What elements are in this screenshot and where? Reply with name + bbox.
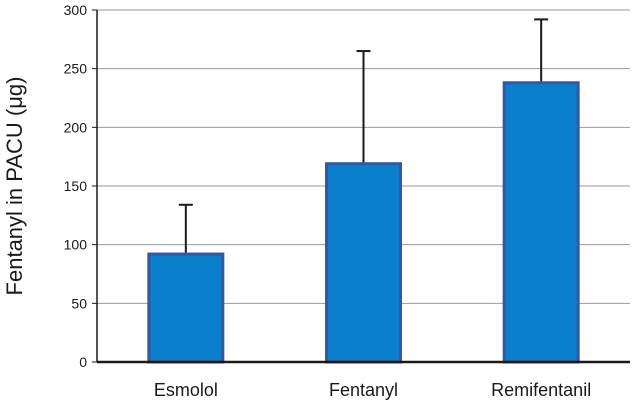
y-tick-label: 100 — [64, 237, 88, 253]
x-tick-labels: Esmolol Fentanyl Remifentanil — [154, 380, 591, 400]
bar — [502, 81, 580, 364]
x-tick-label: Esmolol — [154, 380, 218, 400]
error-bars — [178, 18, 549, 255]
bars — [147, 81, 580, 364]
y-tick-label: 250 — [64, 61, 88, 77]
y-tick-labels: 0 50 100 150 200 250 300 — [64, 2, 97, 370]
y-tick-label: 50 — [71, 295, 87, 311]
x-tick-label: Fentanyl — [329, 380, 398, 400]
y-axis-title: Fentanyl in PACU (μg) — [2, 77, 27, 296]
bar — [147, 252, 225, 364]
x-tick-label: Remifentanil — [491, 380, 591, 400]
y-tick-label: 200 — [64, 119, 88, 135]
y-tick-label: 300 — [64, 2, 88, 18]
bar — [325, 162, 402, 364]
y-tick-label: 0 — [79, 354, 87, 370]
y-tick-label: 150 — [64, 178, 88, 194]
